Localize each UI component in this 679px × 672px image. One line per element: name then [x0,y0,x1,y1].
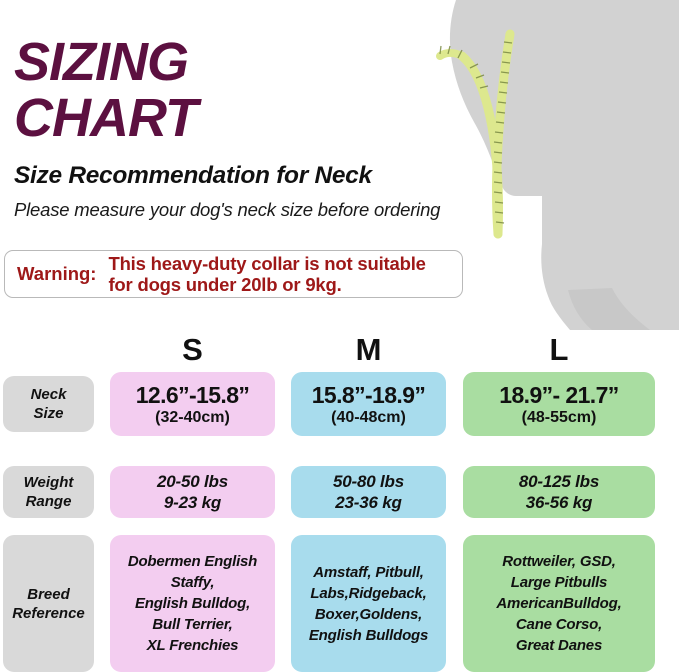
weight-m-kg: 23-36 kg [335,493,402,512]
breed-s-line-3: English Bulldog, [134,595,251,612]
subtitle: Size Recommendation for Neck [14,162,372,189]
breed-m-line-2: Labs,Ridgeback, [310,584,427,602]
cell-neck-size-m: 15.8”-18.9” (40-48cm) [291,372,446,436]
neck-size-s-inches: 12.6”-15.8” [135,381,250,408]
page-title-line2: CHART [14,88,198,148]
cell-breed-reference-m: Amstaff, Pitbull, Labs,Ridgeback, Boxer,… [291,535,446,672]
cell-breed-reference-s: Dobermen English Staffy, English Bulldog… [110,535,275,672]
row-label-breed-reference: Breed Reference [3,535,94,672]
breed-s-line-5: XL Frenchies [146,637,239,654]
breed-m-line-4: English Bulldogs [308,626,429,644]
neck-size-l-inches: 18.9”- 21.7” [499,381,619,408]
row-label-line-2: Reference [12,604,85,622]
cell-weight-range-m: 50-80 lbs 23-36 kg [291,466,446,518]
weight-l-lbs: 80-125 lbs [518,472,600,491]
row-label-line-2: Range [25,493,72,510]
breed-l-line-2: Large Pitbulls [510,574,608,591]
cell-breed-reference-l: Rottweiler, GSD, Large Pitbulls American… [463,535,655,672]
table-row-breed-reference: Breed Reference Dobermen English Staffy,… [0,535,679,672]
instruction-text: Please measure your dog's neck size befo… [14,199,441,220]
weight-m-lbs: 50-80 lbs [333,472,404,491]
weight-s-kg: 9-23 kg [163,493,222,512]
page-title-line1: SIZING [14,32,189,92]
breed-l-line-1: Rottweiler, GSD, [502,553,616,570]
warning-line-1: This heavy-duty collar is not suitable [108,253,426,274]
breed-m-line-1: Amstaff, Pitbull, [313,563,424,581]
breed-s-line-2: Staffy, [170,574,215,591]
cell-weight-range-s: 20-50 lbs 9-23 kg [110,466,275,518]
neck-size-m-cm: (40-48cm) [331,408,406,426]
breed-s-line-4: Bull Terrier, [152,616,233,633]
row-label-line-1: Neck [30,386,67,403]
breed-l-line-4: Cane Corso, [515,616,603,633]
breed-s-line-1: Dobermen English [127,553,258,570]
cell-weight-range-l: 80-125 lbs 36-56 kg [463,466,655,518]
warning-label: Warning: [17,263,97,284]
row-label-weight-range: Weight Range [3,466,94,518]
warning-message: This heavy-duty collar is not suitable f… [108,253,425,295]
weight-l-kg: 36-56 kg [525,493,593,512]
row-label-neck-size: Neck Size [3,376,94,432]
size-header-l: L [549,332,569,367]
breed-l-line-3: AmericanBulldog, [496,595,622,612]
cell-neck-size-l: 18.9”- 21.7” (48-55cm) [463,372,655,436]
size-table: Neck Size 12.6”-15.8” (32-40cm) 15.8”-18… [0,370,679,672]
row-label-line-1: Breed [27,585,70,603]
size-header-m: M [355,332,382,367]
row-label-line-2: Size [33,405,64,422]
warning-box: Warning: This heavy-duty collar is not s… [4,250,463,298]
size-header-s: S [182,332,203,367]
neck-size-l-cm: (48-55cm) [521,408,597,426]
table-row-weight-range: Weight Range 20-50 lbs 9-23 kg 50-80 lbs… [0,452,679,535]
neck-size-m-inches: 15.8”-18.9” [311,381,426,408]
cell-neck-size-s: 12.6”-15.8” (32-40cm) [110,372,275,436]
warning-line-2: for dogs under 20lb or 9kg. [108,274,342,295]
neck-size-s-cm: (32-40cm) [155,408,230,426]
header-block: SIZING CHART Size Recommendation for Nec… [0,0,470,221]
weight-s-lbs: 20-50 lbs [157,472,228,491]
row-label-line-1: Weight [23,474,74,491]
table-row-neck-size: Neck Size 12.6”-15.8” (32-40cm) 15.8”-18… [0,370,679,452]
breed-l-line-5: Great Danes [515,637,603,654]
breed-m-line-3: Boxer,Goldens, [314,605,423,623]
